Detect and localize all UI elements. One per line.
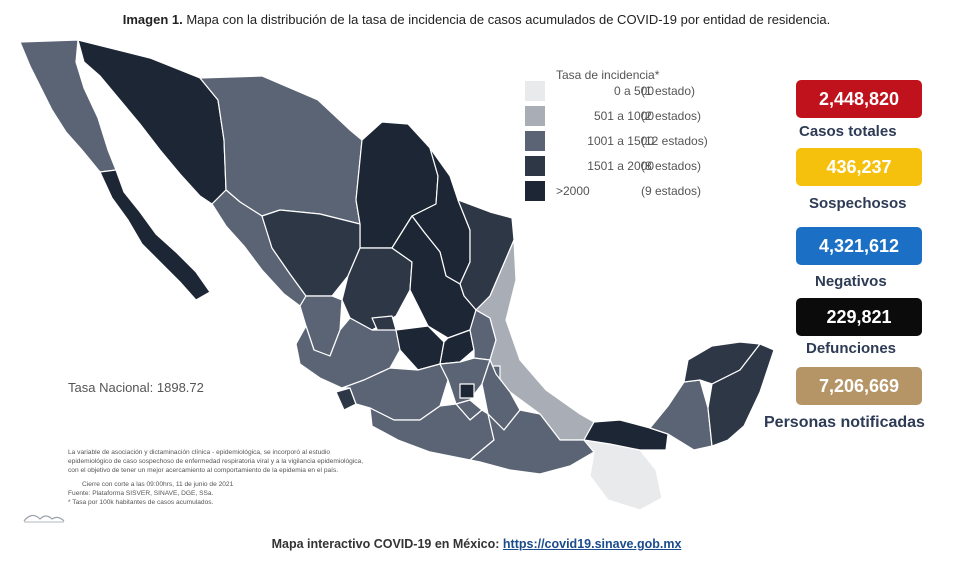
footer: Mapa interactivo COVID-19 en México: htt… — [0, 537, 953, 551]
state-quintana-roo — [707, 343, 775, 447]
stat-value: 2,448,820 — [818, 89, 900, 109]
stat-label: Negativos — [815, 273, 887, 290]
legend-swatch — [525, 181, 545, 201]
stat-label: Casos totales — [799, 123, 897, 140]
legend-row: 1001 a 1500 (12 estados) — [525, 131, 725, 151]
figure-caption: Imagen 1. Mapa con la distribución de la… — [0, 12, 953, 27]
stat-negativos: 4,321,612 — [796, 227, 922, 265]
legend-swatch — [525, 156, 545, 176]
caption-text: Mapa con la distribución de la tasa de i… — [182, 12, 831, 27]
stat-value: 436,237 — [826, 157, 892, 177]
legend-title: Tasa de incidencia* — [556, 68, 660, 82]
legend-row: 0 a 500 (1 estado) — [525, 81, 725, 101]
footnote-line: con el objetivo de tener un mejor acerca… — [68, 467, 339, 474]
footnote-line: * Tasa por 100k habitantes de casos acum… — [68, 499, 214, 506]
stat-label: Defunciones — [806, 340, 897, 357]
map-link[interactable]: https://covid19.sinave.gob.mx — [502, 537, 682, 551]
legend-swatch — [525, 81, 545, 101]
footer-text: Mapa interactivo COVID-19 en México: — [271, 537, 503, 551]
stat-value: 4,321,612 — [818, 236, 900, 256]
caption-label: Imagen 1. — [122, 12, 183, 27]
stat-personas-notificadas: 7,206,669 — [796, 367, 922, 405]
footnote-line: epidemiológico de caso sospechoso de enf… — [68, 458, 364, 465]
state-baja-california-sur — [99, 169, 211, 301]
legend-count: (9 estados) — [641, 184, 702, 198]
stat-sospechosos: 436,237 — [796, 148, 922, 186]
legend-range: 501 a 1000 — [593, 109, 654, 123]
legend-count: (8 estados) — [641, 159, 702, 173]
legend-range: 1001 a 1500 — [587, 134, 654, 148]
stat-label: Sospechosos — [809, 195, 907, 212]
stat-casos-totales: 2,448,820 — [796, 80, 922, 118]
legend-range: 0 a 500 — [613, 84, 654, 98]
footnotes: La variable de asociación y dictaminació… — [68, 448, 488, 507]
state-tabasco — [583, 419, 669, 451]
stat-label: Personas notificadas — [764, 414, 925, 431]
state-guanajuato — [395, 325, 445, 371]
legend-swatch — [525, 106, 545, 126]
legend-range: >2000 — [556, 184, 590, 198]
state-oaxaca — [469, 409, 595, 475]
national-rate: Tasa Nacional: 1898.72 — [68, 380, 204, 395]
legend-count: (12 estados) — [641, 134, 708, 148]
state-ciudad-de-mexico — [459, 383, 475, 399]
footnote-line: Fuente: Plataforma SISVER, SINAVE, DGE, … — [68, 490, 214, 497]
legend-count: (1 estado) — [641, 84, 696, 98]
stat-value: 7,206,669 — [818, 376, 900, 396]
legend-row: 1501 a 2000 (8 estados) — [525, 156, 725, 176]
stat-defunciones: 229,821 — [796, 298, 922, 336]
legend-swatch — [525, 131, 545, 151]
logo-icon — [23, 514, 65, 523]
state-guerrero — [369, 403, 495, 461]
legend-row: 501 a 1000 (2 estados) — [525, 106, 725, 126]
state-sonora — [77, 39, 227, 205]
footnote-line: Cierre con corte a las 09:00hrs, 11 de j… — [82, 481, 234, 488]
legend-count: (2 estados) — [641, 109, 702, 123]
stat-value: 229,821 — [826, 307, 892, 327]
legend-range: 1501 a 2000 — [587, 159, 654, 173]
legend-row: >2000 (9 estados) — [525, 181, 725, 201]
footnote-line: La variable de asociación y dictaminació… — [68, 449, 331, 456]
